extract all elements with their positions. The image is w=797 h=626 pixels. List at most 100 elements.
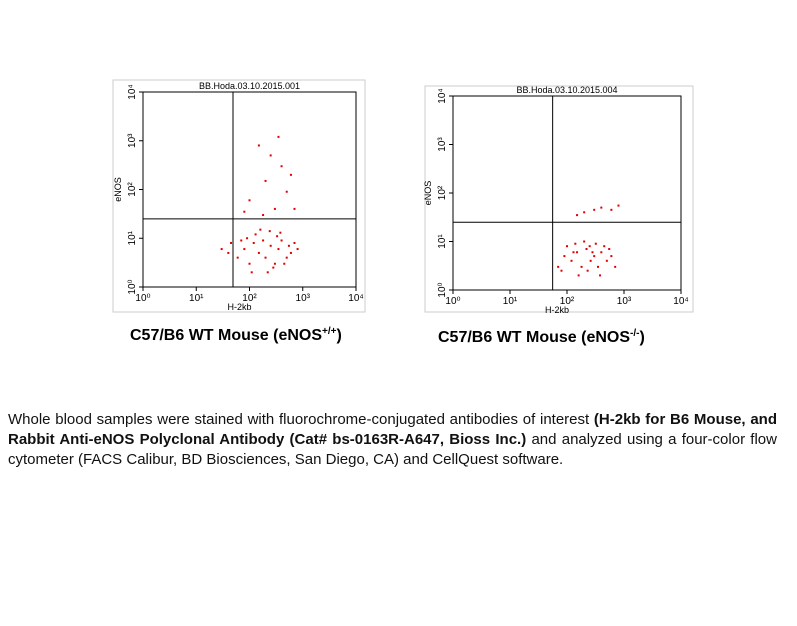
point [576,214,579,217]
point [566,245,568,248]
point [557,265,560,268]
point [586,269,589,272]
x-tick-label: 10³ [617,296,632,307]
y-tick-label: 10¹ [437,234,448,249]
point [269,154,272,157]
point [230,241,233,244]
plot-area [452,95,682,291]
point [280,239,283,242]
point [594,242,597,245]
y-axis-label: eNOS [423,181,433,206]
plot-area [142,91,357,288]
point [617,204,620,207]
panel-frame [424,85,694,313]
point [285,190,288,193]
y-tick-label: 10² [127,182,138,197]
point [266,271,269,274]
point [277,135,280,138]
point [293,207,296,210]
x-tick-label: 10⁰ [135,293,150,304]
point [289,251,292,254]
point [277,248,280,251]
caption-sup: +/+ [322,326,337,337]
caption-text: C57/B6 WT Mouse (eNOS [438,329,630,346]
caption: C57/B6 WT Mouse (eNOS-/-) [438,328,645,346]
point [262,239,265,242]
text-run: (H-2kb for B6 Mouse, and Rabbit Anti-eNO… [8,411,777,448]
caption: C57/B6 WT Mouse (eNOS+/+) [130,326,342,344]
point [273,207,276,210]
point [227,251,230,254]
point [593,255,596,258]
point [264,256,267,259]
point [610,208,613,211]
x-tick-label: 10⁰ [445,296,460,307]
point [608,248,611,251]
point [580,265,583,268]
figure: BB.Hoda.03.10.2015.001 10⁰ 10¹ 10² 10³ 10⁴ 10⁰… [112,79,694,346]
point [610,255,613,258]
y-tick-label: 10⁴ [127,84,138,99]
x-tick-label: 10³ [296,293,311,304]
point [591,251,594,254]
y-tick-label: 10² [437,185,448,200]
point [264,179,267,182]
y-tick-label: 10⁰ [437,282,448,297]
point [250,271,253,274]
point [268,230,271,233]
point [246,237,249,240]
point [280,165,283,168]
point [560,269,563,272]
point [289,173,292,176]
point [287,244,290,247]
point [293,241,296,244]
point [254,233,257,236]
y-tick-label: 10⁰ [127,279,138,294]
point [597,265,600,268]
x-axis-label: H-2kb [227,302,251,312]
point [279,231,282,234]
point [605,259,608,262]
point [599,274,602,277]
point [600,206,603,209]
x-tick-label: 10² [242,293,257,304]
description: Whole blood samples were stained with fl… [8,410,777,470]
point [577,274,580,277]
point [257,144,260,147]
point [614,265,617,268]
point [257,251,260,254]
point [583,211,586,214]
point [600,251,603,254]
point [248,262,251,265]
point [285,256,288,259]
point [283,262,286,265]
point [248,199,251,202]
y-tick-label: 10⁴ [437,88,448,103]
point [259,228,262,231]
panel-frame [112,79,366,313]
x-tick-label: 10¹ [503,296,518,307]
caption-text: C57/B6 WT Mouse (eNOS [130,327,322,344]
point [572,251,575,254]
point [252,241,255,244]
y-tick-label: 10³ [127,133,138,148]
y-axis-label: eNOS [113,177,123,202]
caption-sup: -/- [630,328,639,339]
x-tick-label: 10⁴ [673,296,688,307]
point [262,213,265,216]
point [273,262,276,265]
caption-close: ) [639,329,644,346]
point [585,248,588,251]
text-run: Whole blood samples were stained with fl… [8,411,594,428]
point [272,266,275,269]
point [243,210,246,213]
point [243,248,246,251]
point [583,240,586,243]
x-tick-label: 10² [560,296,575,307]
plot-title: BB.Hoda.03.10.2015.004 [516,85,617,95]
point [240,239,243,242]
point [570,259,573,262]
x-tick-label: 10¹ [189,293,204,304]
x-tick-label: 10⁴ [348,293,363,304]
